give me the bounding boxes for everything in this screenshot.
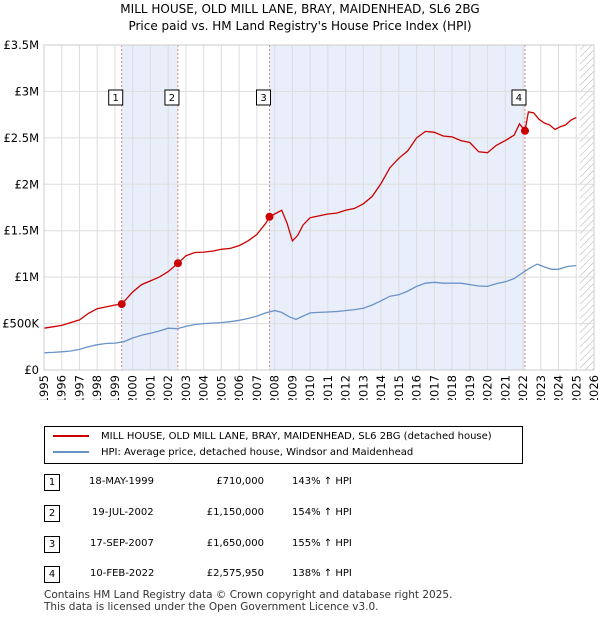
hpi-series-line bbox=[43, 263, 577, 354]
sale-badge-label: 1 bbox=[113, 93, 119, 104]
sale-hpi: 154% ↑ HPI bbox=[292, 507, 352, 518]
x-tick-label: 2014 bbox=[374, 375, 388, 400]
sale-badge-box bbox=[511, 89, 527, 106]
x-tick-label: 2020 bbox=[481, 375, 495, 400]
x-tick-label: 2010 bbox=[303, 375, 317, 400]
x-tick-label: 1998 bbox=[90, 375, 104, 400]
x-tick-label: 2017 bbox=[427, 375, 441, 400]
price-chart: 1 2 3 4 £0 £500K £1M £1.5M £2M £2.5M £3M £3.5M 199… bbox=[2, 38, 600, 400]
x-tick-label: 2002 bbox=[161, 375, 175, 400]
sale-badge-2: 2 bbox=[164, 89, 180, 106]
x-tick-label: 2005 bbox=[214, 375, 228, 400]
footer-licence: This data is licensed under the Open Gov… bbox=[44, 601, 379, 613]
sale-badge: 4 bbox=[44, 566, 60, 583]
sale-badge-4: 4 bbox=[511, 89, 527, 106]
x-tick-label: 2015 bbox=[392, 375, 406, 400]
sale-badge-label: 3 bbox=[260, 93, 266, 104]
future-hatch-area bbox=[579, 45, 594, 370]
legend: MILL HOUSE, OLD MILL LANE, BRAY, MAIDENH… bbox=[44, 426, 523, 464]
x-tick-label: 2006 bbox=[232, 375, 246, 400]
sale-point-4 bbox=[520, 126, 529, 135]
sale-point-2 bbox=[173, 259, 182, 268]
x-tick-label: 2001 bbox=[143, 375, 157, 400]
x-tick-label: 1995 bbox=[37, 375, 51, 400]
y-tick-label: £500K bbox=[2, 317, 39, 331]
property-series-line bbox=[43, 111, 577, 329]
sale-point-1 bbox=[117, 300, 126, 309]
sale-badge-1: 1 bbox=[108, 89, 124, 106]
sale-hpi: 155% ↑ HPI bbox=[292, 538, 352, 549]
x-tick-label: 2024 bbox=[552, 375, 566, 400]
sale-badge-3: 3 bbox=[256, 89, 271, 106]
y-tick-label: £1M bbox=[14, 270, 39, 284]
sale-badge-box bbox=[164, 89, 180, 106]
legend-item-hpi: HPI: Average price, detached house, Wind… bbox=[53, 446, 413, 460]
sale-date: 19-JUL-2002 bbox=[92, 507, 154, 518]
sale-price: £710,000 bbox=[216, 476, 264, 487]
x-tick-label: 2008 bbox=[268, 375, 282, 400]
sale-price: £1,150,000 bbox=[206, 507, 264, 518]
x-tick-label: 2016 bbox=[410, 375, 424, 400]
x-tick-label: 1997 bbox=[72, 375, 86, 400]
sale-hpi: 138% ↑ HPI bbox=[292, 568, 352, 579]
legend-item-property: MILL HOUSE, OLD MILL LANE, BRAY, MAIDENH… bbox=[53, 430, 492, 444]
y-tick-label: £1.5M bbox=[3, 224, 39, 238]
x-tick-label: 2009 bbox=[285, 375, 299, 400]
sale-price: £2,575,950 bbox=[206, 568, 264, 579]
x-tick-label: 2013 bbox=[356, 375, 370, 400]
x-tick-label: 2012 bbox=[339, 375, 353, 400]
sale-point-3 bbox=[265, 212, 274, 221]
ownership-period-shade-2 bbox=[269, 45, 525, 370]
sale-badge: 1 bbox=[44, 474, 60, 491]
legend-swatch-blue bbox=[53, 451, 89, 453]
x-tick-label: 2000 bbox=[126, 375, 140, 400]
sale-price: £1,650,000 bbox=[206, 538, 264, 549]
chart-subtitle: Price paid vs. HM Land Registry's House … bbox=[128, 19, 472, 33]
x-tick-label: 2007 bbox=[250, 375, 264, 400]
plot-frame bbox=[43, 44, 595, 371]
y-tick-label: £0 bbox=[24, 363, 39, 377]
x-tick-label: 2021 bbox=[498, 375, 512, 400]
y-tick-label: £3M bbox=[14, 84, 39, 98]
sale-date: 18-MAY-1999 bbox=[89, 476, 155, 487]
x-tick-label: 2004 bbox=[197, 375, 211, 400]
sale-badge-label: 4 bbox=[516, 93, 522, 104]
x-tick-label: 2011 bbox=[321, 375, 335, 400]
sale-badge-box bbox=[256, 89, 271, 106]
x-tick-label: 2022 bbox=[516, 375, 530, 400]
legend-swatch-red bbox=[53, 435, 89, 437]
legend-label-hpi: HPI: Average price, detached house, Wind… bbox=[101, 447, 414, 458]
x-tick-label: 2026 bbox=[587, 375, 600, 400]
y-tick-label: £2.5M bbox=[3, 131, 39, 145]
x-tick-label: 2018 bbox=[445, 375, 459, 400]
y-tick-label: £2M bbox=[14, 177, 39, 191]
x-tick-label: 2003 bbox=[179, 375, 193, 400]
x-tick-label: 2019 bbox=[463, 375, 477, 400]
sale-hpi: 143% ↑ HPI bbox=[292, 476, 352, 487]
legend-label-property: MILL HOUSE, OLD MILL LANE, BRAY, MAIDENH… bbox=[101, 431, 492, 442]
sale-badge: 2 bbox=[44, 505, 60, 522]
chart-title: MILL HOUSE, OLD MILL LANE, BRAY, MAIDENH… bbox=[120, 2, 480, 16]
sale-badge: 3 bbox=[44, 536, 60, 553]
sale-badge-box bbox=[108, 89, 124, 106]
x-tick-label: 1996 bbox=[55, 375, 69, 400]
x-tick-label: 1999 bbox=[108, 375, 122, 400]
sale-date: 10-FEB-2022 bbox=[90, 568, 155, 579]
footer-copyright: Contains HM Land Registry data © Crown c… bbox=[44, 589, 453, 601]
y-tick-label: £3.5M bbox=[3, 38, 39, 52]
x-tick-label: 2025 bbox=[569, 375, 583, 400]
sale-badge-label: 2 bbox=[169, 93, 175, 104]
sale-date: 17-SEP-2007 bbox=[90, 538, 154, 549]
x-tick-label: 2023 bbox=[534, 375, 548, 400]
